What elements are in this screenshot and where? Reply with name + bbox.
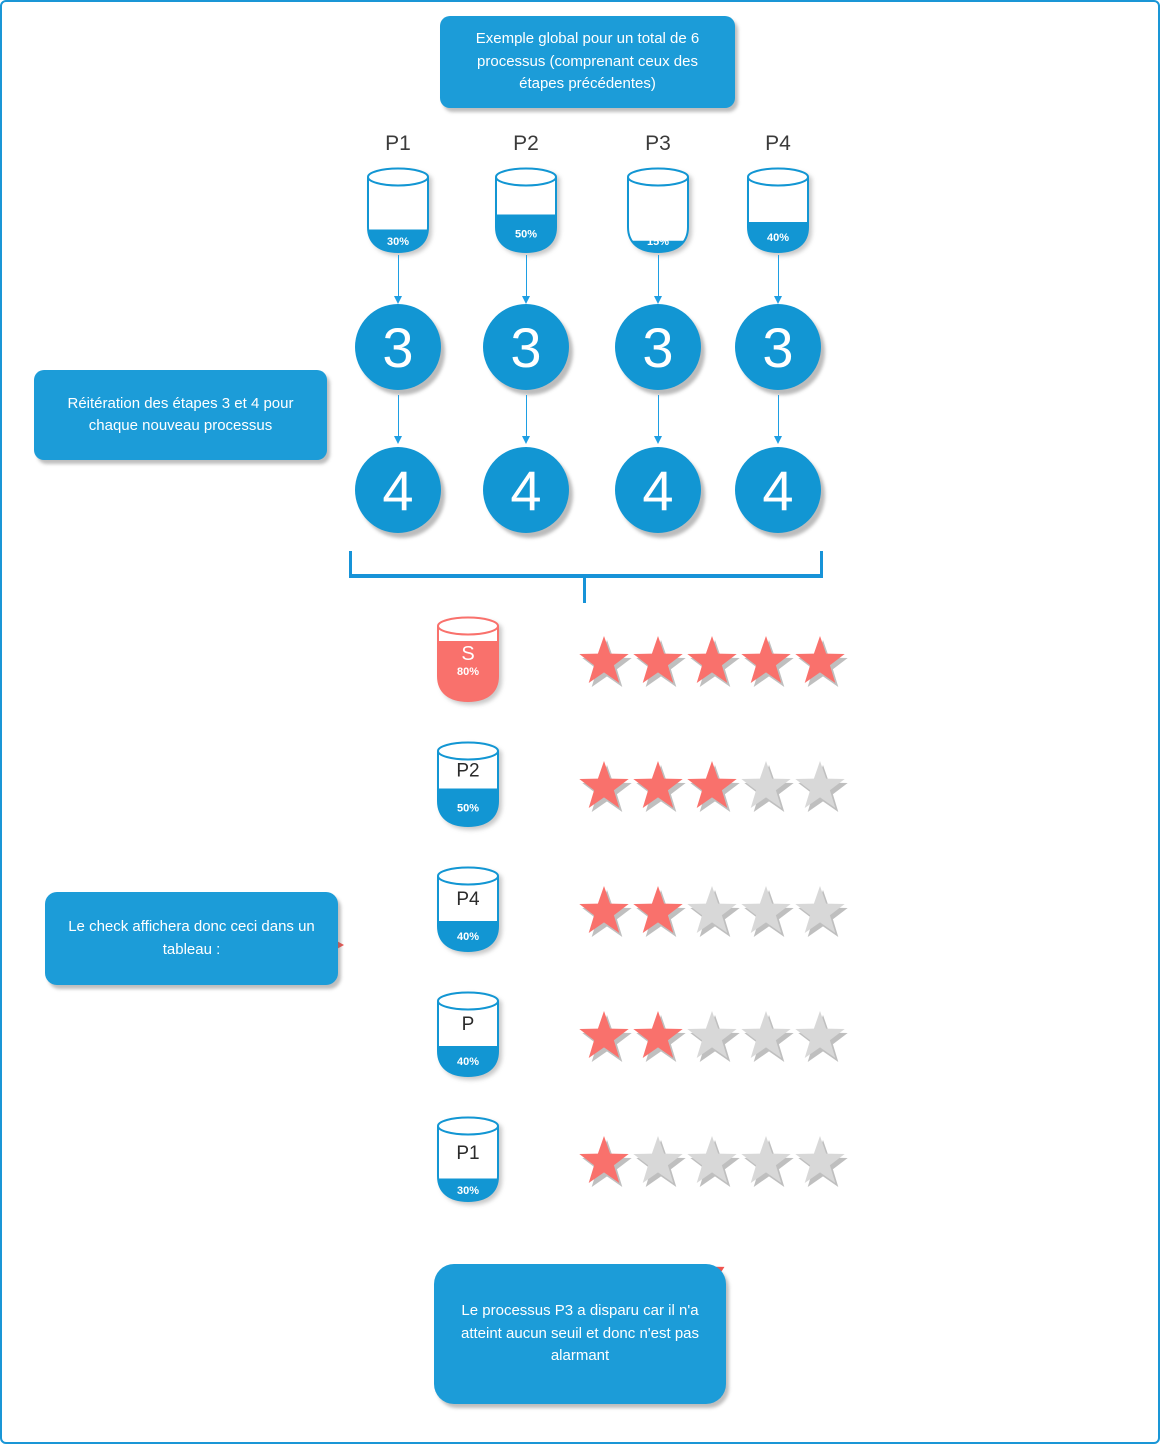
svg-text:30%: 30%: [457, 1185, 479, 1197]
process-label-p2: P2: [513, 132, 539, 155]
cylinder-p3: 15%: [627, 167, 689, 255]
svg-text:S: S: [461, 643, 474, 665]
step-circle-3: 3: [615, 304, 701, 390]
result-row-p: P 40%: [437, 991, 887, 1091]
svg-text:P1: P1: [456, 1143, 479, 1164]
arrow-down-icon: [522, 395, 529, 444]
process-label-p1: P1: [385, 132, 411, 155]
cylinder-p-result: P 40%: [437, 991, 499, 1079]
bracket: [349, 551, 823, 578]
star-rating: [578, 885, 848, 941]
result-row-p1: P1 30%: [437, 1116, 887, 1216]
arrow-down-icon: [774, 395, 781, 444]
svg-text:15%: 15%: [647, 236, 669, 248]
cylinder-s: S 80%: [437, 616, 499, 704]
svg-text:40%: 40%: [457, 931, 479, 943]
svg-text:P: P: [462, 1014, 475, 1035]
svg-text:40%: 40%: [767, 232, 789, 244]
svg-text:80%: 80%: [457, 666, 479, 678]
step-circle-4: 4: [615, 447, 701, 533]
cylinder-p4: 40%: [747, 167, 809, 255]
arrow-down-icon: [394, 395, 401, 444]
svg-text:P2: P2: [456, 760, 479, 781]
arrow-down-icon: [774, 255, 781, 304]
bracket-stub: [583, 577, 586, 603]
note-p3-disappeared: Le processus P3 a disparu car il n'a att…: [434, 1264, 726, 1404]
step-circle-3: 3: [483, 304, 569, 390]
cylinder-p1: 30%: [367, 167, 429, 255]
result-row-p4: P4 40%: [437, 866, 887, 966]
arrow-down-icon: [522, 255, 529, 304]
svg-text:50%: 50%: [457, 802, 479, 814]
step-circle-4: 4: [355, 447, 441, 533]
arrow-down-icon: [654, 255, 661, 304]
process-label-p4: P4: [765, 132, 791, 155]
arrow-down-icon: [394, 255, 401, 304]
result-row-p2: P2 50%: [437, 741, 887, 841]
svg-text:40%: 40%: [457, 1056, 479, 1068]
process-column-p4: P4 40% 3 4: [718, 132, 838, 542]
svg-text:30%: 30%: [387, 236, 409, 248]
process-column-p1: P1 30% 3 4: [338, 132, 458, 542]
star-rating: [578, 1135, 848, 1191]
step-circle-3: 3: [735, 304, 821, 390]
red-arrowhead-icon: [335, 940, 344, 950]
step-circle-4: 4: [483, 447, 569, 533]
note-check-table: Le check affichera donc ceci dans un tab…: [45, 892, 338, 985]
step-circle-3: 3: [355, 304, 441, 390]
process-label-p3: P3: [645, 132, 671, 155]
process-column-p2: P2 50% 3 4: [466, 132, 586, 542]
star-rating: [578, 635, 848, 691]
note-reiteration: Réitération des étapes 3 et 4 pour chaqu…: [34, 370, 327, 460]
process-column-p3: P3 15% 3 4: [598, 132, 718, 542]
star-rating: [578, 760, 848, 816]
svg-text:P4: P4: [456, 889, 480, 910]
arrow-down-icon: [654, 395, 661, 444]
result-row-s: S 80%: [437, 616, 887, 716]
cylinder-p2-result: P2 50%: [437, 741, 499, 829]
star-rating: [578, 1010, 848, 1066]
cylinder-p4-result: P4 40%: [437, 866, 499, 954]
svg-text:50%: 50%: [515, 228, 537, 240]
step-circle-4: 4: [735, 447, 821, 533]
note-example-global: Exemple global pour un total de 6 proces…: [440, 16, 735, 108]
cylinder-p2: 50%: [495, 167, 557, 255]
cylinder-p1-result: P1 30%: [437, 1116, 499, 1204]
